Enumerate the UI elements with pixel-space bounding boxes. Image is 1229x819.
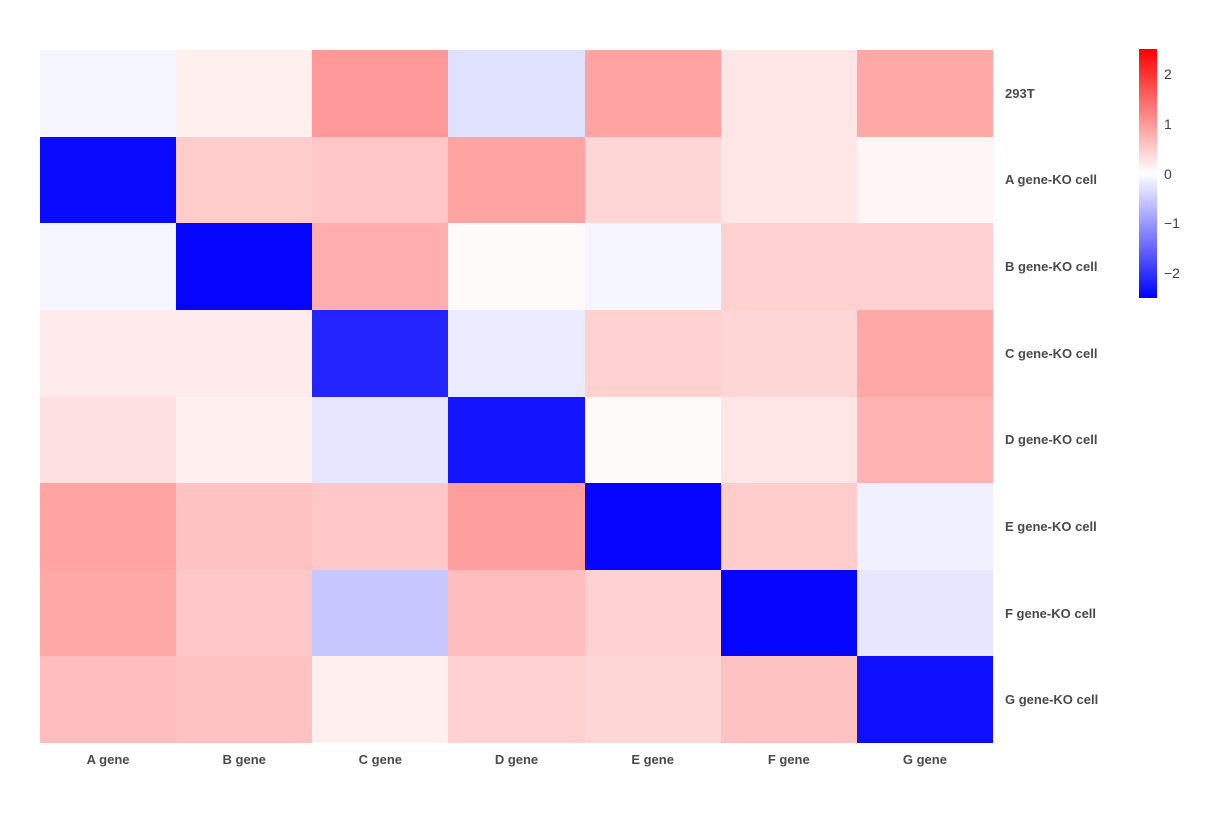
- heatmap-cell: [856, 223, 993, 310]
- heatmap-cell: [584, 223, 721, 310]
- heatmap-cell: [856, 569, 993, 657]
- heatmap-cell: [584, 136, 721, 224]
- y-axis-labels: 293T A gene-KO cell B gene-KO cell C gene-K…: [1005, 50, 1135, 743]
- heatmap-cell: [312, 396, 449, 484]
- heatmap-cell: [720, 656, 857, 743]
- heatmap-cell: [176, 50, 313, 137]
- heatmap-cell: [720, 136, 857, 224]
- heatmap-cell: [720, 569, 857, 657]
- heatmap-cell: [40, 223, 177, 310]
- heatmap-cell: [448, 223, 585, 310]
- heatmap-cell: [584, 483, 721, 570]
- y-axis-label: B gene-KO cell: [1005, 259, 1098, 275]
- heatmap-cell: [176, 569, 313, 657]
- heatmap-cell: [448, 50, 585, 137]
- heatmap-grid: [40, 50, 993, 743]
- heatmap-cell: [40, 483, 177, 570]
- heatmap-cell: [312, 569, 449, 657]
- heatmap-cell: [312, 136, 449, 224]
- heatmap-cell: [312, 50, 449, 137]
- colorbar-tick-label: 1: [1164, 115, 1172, 132]
- heatmap-cell: [312, 309, 449, 397]
- heatmap-cell: [448, 569, 585, 657]
- y-axis-label: 293T: [1005, 85, 1035, 101]
- x-axis-label: A gene: [86, 752, 130, 767]
- y-axis-label: C gene-KO cell: [1005, 345, 1098, 361]
- heatmap-cell: [40, 396, 177, 484]
- heatmap-cell: [856, 656, 993, 743]
- heatmap-cell: [448, 656, 585, 743]
- heatmap-cell: [448, 483, 585, 570]
- colorbar-tick-label: −1: [1164, 215, 1180, 232]
- heatmap-cell: [720, 396, 857, 484]
- heatmap-cell: [584, 50, 721, 137]
- heatmap-cell: [448, 136, 585, 224]
- y-axis-label: F gene-KO cell: [1005, 605, 1097, 621]
- heatmap-cell: [176, 223, 313, 310]
- heatmap-cell: [584, 309, 721, 397]
- heatmap-cell: [584, 396, 721, 484]
- heatmap-cell: [40, 569, 177, 657]
- heatmap-cell: [856, 396, 993, 484]
- x-axis-label: D gene: [494, 752, 539, 767]
- x-axis-label: C gene: [358, 752, 403, 767]
- y-axis-label: A gene-KO cell: [1005, 172, 1097, 188]
- heatmap-cell: [176, 136, 313, 224]
- colorbar-tick-label: 2: [1164, 65, 1172, 82]
- heatmap-cell: [176, 309, 313, 397]
- x-axis-label: E gene: [631, 752, 674, 767]
- heatmap-cell: [312, 223, 449, 310]
- heatmap-cell: [720, 50, 857, 137]
- heatmap-cell: [584, 569, 721, 657]
- y-axis-label: G gene-KO cell: [1005, 692, 1099, 708]
- heatmap-cell: [720, 223, 857, 310]
- heatmap-cell: [856, 483, 993, 570]
- x-axis-labels: A gene B gene C gene D gene E gene F gene G ge…: [40, 752, 993, 767]
- heatmap-cell: [584, 656, 721, 743]
- heatmap-cell: [448, 309, 585, 397]
- x-axis-label: B gene: [222, 752, 266, 767]
- heatmap-cell: [40, 50, 177, 137]
- heatmap-cell: [856, 309, 993, 397]
- heatmap-cell: [40, 656, 177, 743]
- heatmap-cell: [720, 483, 857, 570]
- heatmap-cell: [40, 309, 177, 397]
- colorbar: [1139, 49, 1157, 298]
- x-axis-label: G gene: [902, 752, 947, 767]
- heatmap-cell: [448, 396, 585, 484]
- heatmap-cell: [176, 483, 313, 570]
- y-axis-label: E gene-KO cell: [1005, 518, 1097, 534]
- heatmap-cell: [312, 483, 449, 570]
- y-axis-label: D gene-KO cell: [1005, 432, 1098, 448]
- x-axis-label: F gene: [767, 752, 810, 767]
- heatmap-cell: [312, 656, 449, 743]
- heatmap-cell: [40, 136, 177, 224]
- heatmap-cell: [856, 136, 993, 224]
- colorbar-tick-label: 0: [1164, 165, 1172, 182]
- colorbar-tick-label: −2: [1164, 265, 1180, 282]
- heatmap-cell: [176, 656, 313, 743]
- heatmap-cell: [176, 396, 313, 484]
- heatmap-cell: [720, 309, 857, 397]
- heatmap-cell: [856, 50, 993, 137]
